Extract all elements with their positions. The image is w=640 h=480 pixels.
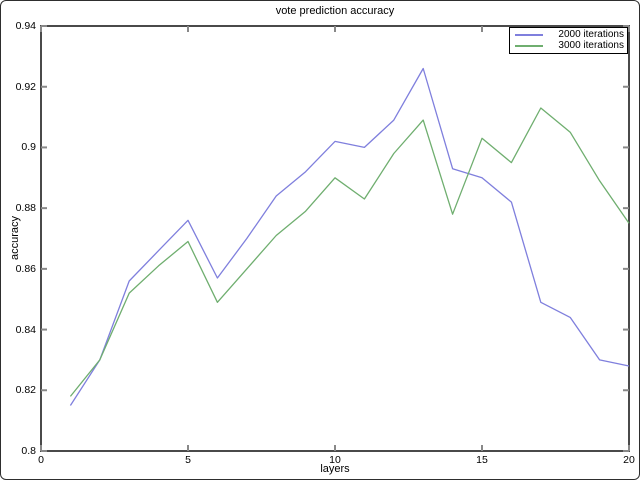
y-tick-label: 0.9	[21, 141, 36, 154]
y-tick-label: 0.84	[15, 323, 36, 336]
series-line-0	[69, 67, 630, 406]
chart-title: vote prediction accuracy	[275, 5, 395, 17]
legend-line-swatch	[515, 44, 543, 47]
series-line-1	[69, 107, 630, 397]
x-tick-label: 0	[38, 454, 44, 466]
y-tick-label: 0.92	[15, 80, 36, 93]
x-tick-label: 10	[329, 454, 341, 466]
x-tick-label: 15	[476, 454, 488, 466]
y-tick-label: 0.86	[15, 262, 36, 275]
legend-line-swatch	[515, 33, 543, 36]
legend-item: 3000 iterations	[515, 40, 624, 51]
legend: 2000 iterations 3000 iterations	[509, 27, 628, 54]
y-tick-label: 0.8	[21, 445, 36, 457]
axes-frame	[40, 25, 630, 452]
legend-label: 3000 iterations	[558, 40, 624, 51]
legend-label: 2000 iterations	[558, 29, 624, 40]
y-tick-label: 0.94	[15, 20, 36, 32]
x-tick-label: 20	[623, 454, 635, 466]
x-axis-label: layers	[320, 463, 350, 475]
legend-item: 2000 iterations	[515, 29, 624, 40]
x-tick-label: 5	[185, 454, 191, 466]
y-tick-label: 0.88	[15, 202, 36, 215]
y-tick-label: 0.82	[15, 384, 36, 397]
